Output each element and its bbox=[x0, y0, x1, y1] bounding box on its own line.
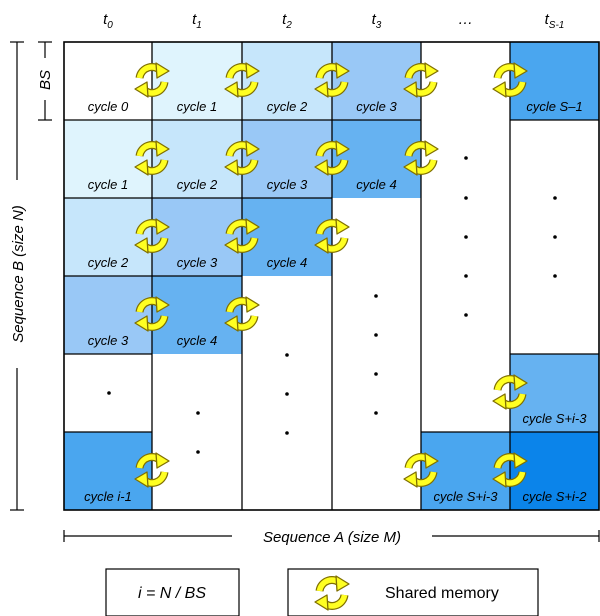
cell-label: cycle 3 bbox=[267, 177, 308, 192]
cell-label: cycle S–1 bbox=[526, 99, 582, 114]
time-label: t1 bbox=[192, 11, 202, 31]
ellipsis-dots bbox=[107, 156, 557, 454]
y-axis-bracket bbox=[10, 41, 24, 511]
cell-label: cycle S+i-2 bbox=[523, 489, 588, 504]
grid-cell bbox=[332, 120, 421, 198]
cell-label: cycle 1 bbox=[88, 177, 128, 192]
grid-cells: cycle 0 cycle 1 cycle 2 cycle 3 cycle S–1 cyc… bbox=[64, 42, 599, 510]
grid-cell bbox=[152, 198, 242, 276]
time-label: t3 bbox=[372, 11, 382, 31]
cell-label: cycle 2 bbox=[177, 177, 218, 192]
grid-cell bbox=[242, 198, 332, 276]
grid-border bbox=[63, 41, 600, 511]
time-label: t0 bbox=[103, 11, 113, 31]
grid-cell bbox=[64, 432, 152, 510]
legend-shared-memory-label: Shared memory bbox=[385, 585, 499, 602]
time-labels: t0 t1 t2 t3 … tS-1 bbox=[103, 11, 564, 31]
grid-cell bbox=[64, 276, 152, 354]
cell-label: cycle i-1 bbox=[84, 489, 132, 504]
grid-cell bbox=[64, 42, 152, 120]
grid-cell bbox=[332, 42, 421, 120]
cell-label: cycle 0 bbox=[88, 99, 129, 114]
grid-cell bbox=[152, 42, 242, 120]
grid-cell bbox=[510, 354, 599, 432]
cell-label: cycle S+i-3 bbox=[434, 489, 499, 504]
cell-label: cycle 1 bbox=[177, 99, 217, 114]
cell-label: cycle 3 bbox=[88, 333, 129, 348]
grid-cell bbox=[152, 276, 242, 354]
grid-cell bbox=[421, 432, 510, 510]
legend-formula: i = N / BS bbox=[138, 585, 206, 602]
cell-label: cycle S+i-3 bbox=[523, 411, 588, 426]
cell-label: cycle 2 bbox=[267, 99, 308, 114]
x-axis-bracket bbox=[63, 530, 600, 542]
cell-label: cycle 4 bbox=[177, 333, 217, 348]
cell-label: cycle 4 bbox=[356, 177, 396, 192]
bs-bracket bbox=[38, 41, 52, 121]
cell-label: cycle 2 bbox=[88, 255, 129, 270]
grid-cell bbox=[510, 42, 599, 120]
time-label: tS-1 bbox=[545, 11, 565, 31]
grid-lines bbox=[64, 42, 599, 510]
cell-label: cycle 3 bbox=[177, 255, 218, 270]
time-label: … bbox=[458, 11, 473, 28]
cell-label: cycle 4 bbox=[267, 255, 307, 270]
grid-cell bbox=[242, 42, 332, 120]
legend-formula-box bbox=[105, 568, 240, 616]
time-label: t2 bbox=[282, 11, 292, 31]
bs-label: BS bbox=[37, 70, 54, 90]
y-axis-label: Sequence B (size N) bbox=[10, 205, 27, 343]
grid-cell bbox=[510, 432, 599, 510]
grid-cell bbox=[64, 120, 152, 198]
grid-cell bbox=[64, 198, 152, 276]
cell-label: cycle 3 bbox=[356, 99, 397, 114]
grid-cell bbox=[242, 120, 332, 198]
x-axis-label: Sequence A (size M) bbox=[263, 529, 401, 546]
grid-cell bbox=[152, 120, 242, 198]
